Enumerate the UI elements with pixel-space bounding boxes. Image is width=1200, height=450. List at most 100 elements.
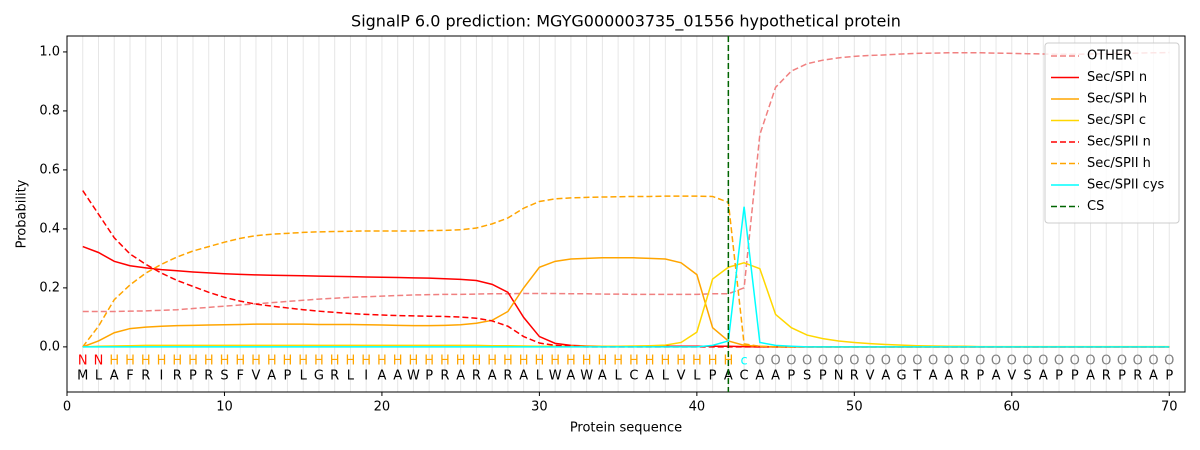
residue: W bbox=[407, 369, 420, 384]
residue: S bbox=[220, 369, 228, 384]
region-label: H bbox=[660, 354, 670, 369]
residue: A bbox=[519, 369, 528, 384]
residue: P bbox=[1118, 369, 1126, 384]
residue: L bbox=[615, 369, 623, 384]
residue: A bbox=[377, 369, 386, 384]
region-label: O bbox=[881, 354, 891, 369]
residue: A bbox=[488, 369, 497, 384]
residue: L bbox=[300, 369, 308, 384]
residue: L bbox=[693, 369, 701, 384]
region-label: H bbox=[550, 354, 560, 369]
region-label: H bbox=[472, 354, 482, 369]
residue: A bbox=[1086, 369, 1095, 384]
residue: A bbox=[267, 369, 276, 384]
residue: A bbox=[456, 369, 465, 384]
residue: N bbox=[834, 369, 844, 384]
region-label: H bbox=[314, 354, 324, 369]
residue: A bbox=[645, 369, 654, 384]
legend-label: Sec/SPI n bbox=[1087, 70, 1147, 85]
series-line bbox=[82, 190, 1170, 348]
x-tick-label: 50 bbox=[846, 400, 863, 415]
residue: P bbox=[1071, 369, 1079, 384]
region-label: H bbox=[220, 354, 230, 369]
residue: A bbox=[724, 369, 733, 384]
region-label: O bbox=[1133, 354, 1143, 369]
region-label: H bbox=[235, 354, 245, 369]
region-label: O bbox=[912, 354, 922, 369]
region-label: H bbox=[283, 354, 293, 369]
region-label: H bbox=[676, 354, 686, 369]
residue: P bbox=[787, 369, 795, 384]
region-label: O bbox=[1022, 354, 1032, 369]
residue: V bbox=[677, 369, 686, 384]
residue: M bbox=[77, 369, 88, 384]
region-label: H bbox=[251, 354, 261, 369]
region-label: H bbox=[440, 354, 450, 369]
residue: V bbox=[866, 369, 875, 384]
series-line bbox=[82, 245, 1170, 348]
region-label: H bbox=[582, 354, 592, 369]
region-label: N bbox=[78, 354, 88, 369]
series-line bbox=[82, 257, 1170, 348]
residue: W bbox=[549, 369, 562, 384]
x-tick-label: 40 bbox=[689, 400, 706, 415]
legend-label: Sec/SPI c bbox=[1087, 113, 1146, 128]
region-label: H bbox=[361, 354, 371, 369]
y-tick-label: 0.2 bbox=[39, 280, 60, 295]
region-label: H bbox=[708, 354, 718, 369]
region-label: H bbox=[109, 354, 119, 369]
region-label: H bbox=[519, 354, 529, 369]
region-label: H bbox=[267, 354, 277, 369]
x-tick-label: 20 bbox=[374, 400, 391, 415]
y-tick-label: 1.0 bbox=[39, 44, 60, 59]
region-label: H bbox=[157, 354, 167, 369]
region-label: O bbox=[849, 354, 859, 369]
region-label: O bbox=[802, 354, 812, 369]
residue: P bbox=[819, 369, 827, 384]
residue: L bbox=[347, 369, 355, 384]
residue: R bbox=[440, 369, 449, 384]
residue: I bbox=[364, 369, 368, 384]
residue: A bbox=[566, 369, 575, 384]
region-label: H bbox=[125, 354, 135, 369]
region-label: H bbox=[613, 354, 623, 369]
residue: A bbox=[992, 369, 1001, 384]
region-label: O bbox=[865, 354, 875, 369]
residue: S bbox=[803, 369, 811, 384]
residue: F bbox=[126, 369, 133, 384]
y-tick-label: 0.6 bbox=[39, 162, 60, 177]
region-label: H bbox=[393, 354, 403, 369]
residue: V bbox=[1007, 369, 1016, 384]
region-label: O bbox=[1085, 354, 1095, 369]
region-label: H bbox=[424, 354, 434, 369]
residue: P bbox=[709, 369, 717, 384]
region-label: H bbox=[409, 354, 419, 369]
region-label: O bbox=[1070, 354, 1080, 369]
region-label: H bbox=[535, 354, 545, 369]
residue: A bbox=[755, 369, 764, 384]
residue: A bbox=[1149, 369, 1158, 384]
region-label: O bbox=[786, 354, 796, 369]
legend-label: Sec/SPII h bbox=[1087, 156, 1151, 171]
residue: V bbox=[252, 369, 261, 384]
region-label: O bbox=[833, 354, 843, 369]
region-label: O bbox=[1164, 354, 1174, 369]
residue: A bbox=[881, 369, 890, 384]
legend-label: Sec/SPI h bbox=[1087, 92, 1147, 107]
residue: P bbox=[1165, 369, 1173, 384]
region-label: O bbox=[1007, 354, 1017, 369]
residue: T bbox=[912, 369, 921, 384]
residue: A bbox=[944, 369, 953, 384]
region-label: H bbox=[692, 354, 702, 369]
residue: I bbox=[160, 369, 164, 384]
residue: C bbox=[740, 369, 749, 384]
residue: R bbox=[960, 369, 969, 384]
chart-title: SignalP 6.0 prediction: MGYG000003735_01… bbox=[351, 12, 901, 32]
region-label: H bbox=[204, 354, 214, 369]
region-label: H bbox=[346, 354, 356, 369]
region-label: O bbox=[959, 354, 969, 369]
residue: R bbox=[330, 369, 339, 384]
residue: R bbox=[1102, 369, 1111, 384]
legend-label: OTHER bbox=[1087, 49, 1132, 64]
x-tick-label: 10 bbox=[216, 400, 233, 415]
